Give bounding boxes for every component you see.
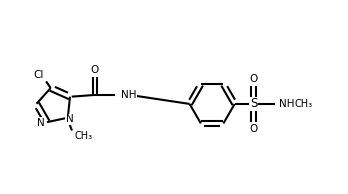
Text: O: O — [250, 124, 258, 134]
Text: CH₃: CH₃ — [295, 99, 313, 109]
Text: O: O — [250, 74, 258, 84]
Text: N: N — [37, 118, 45, 128]
Text: N: N — [66, 114, 73, 125]
Text: O: O — [91, 65, 99, 75]
Text: NH: NH — [279, 99, 294, 109]
Text: CH₃: CH₃ — [75, 131, 93, 141]
Text: Cl: Cl — [33, 70, 44, 80]
Text: S: S — [250, 97, 258, 110]
Text: NH: NH — [121, 90, 136, 100]
